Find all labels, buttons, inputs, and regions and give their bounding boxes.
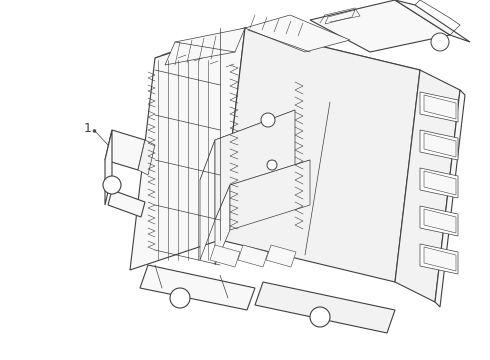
Polygon shape (424, 133, 456, 157)
Polygon shape (420, 168, 458, 198)
Polygon shape (255, 282, 395, 333)
Polygon shape (215, 160, 310, 220)
Polygon shape (420, 244, 458, 274)
Polygon shape (325, 10, 355, 24)
Polygon shape (220, 28, 420, 282)
Polygon shape (130, 28, 245, 270)
Polygon shape (230, 160, 310, 230)
Polygon shape (108, 190, 145, 217)
Polygon shape (266, 245, 296, 267)
Polygon shape (138, 140, 155, 175)
Circle shape (261, 113, 275, 127)
Polygon shape (420, 130, 458, 160)
Polygon shape (435, 90, 465, 307)
Polygon shape (105, 130, 112, 205)
Polygon shape (200, 140, 215, 260)
Polygon shape (155, 28, 420, 102)
Polygon shape (165, 28, 245, 65)
Polygon shape (238, 245, 268, 267)
Circle shape (103, 176, 121, 194)
Circle shape (431, 33, 449, 51)
Polygon shape (424, 247, 456, 271)
Polygon shape (395, 0, 470, 42)
Polygon shape (424, 209, 456, 233)
Polygon shape (420, 92, 458, 122)
Circle shape (93, 130, 96, 132)
Text: 1: 1 (84, 122, 92, 135)
Circle shape (310, 307, 330, 327)
Polygon shape (424, 171, 456, 195)
Polygon shape (420, 206, 458, 236)
Polygon shape (424, 95, 456, 119)
Polygon shape (200, 110, 295, 180)
Circle shape (267, 160, 277, 170)
Polygon shape (310, 0, 450, 52)
Polygon shape (215, 110, 295, 220)
Polygon shape (140, 265, 255, 310)
Polygon shape (210, 245, 240, 267)
Polygon shape (105, 130, 145, 170)
Polygon shape (215, 185, 230, 265)
Polygon shape (395, 70, 460, 302)
Polygon shape (245, 15, 350, 52)
Circle shape (170, 288, 190, 308)
